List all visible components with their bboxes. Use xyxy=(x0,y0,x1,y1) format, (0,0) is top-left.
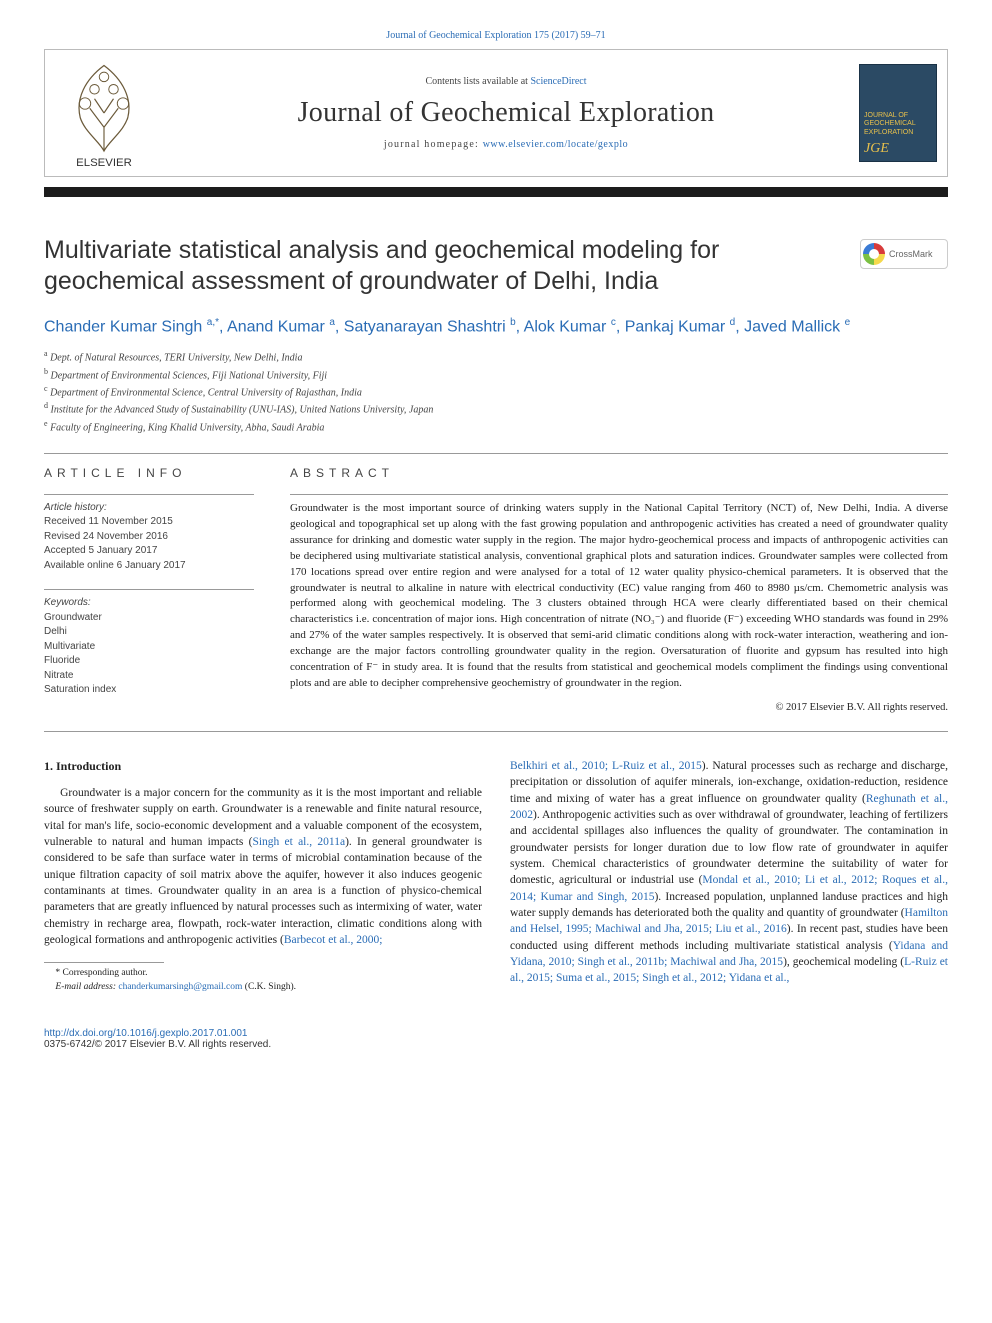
meta-row: article info Article history: Received 1… xyxy=(44,466,948,713)
keyword-item: Multivariate xyxy=(44,640,254,655)
journal-cover-inner: JOURNAL OF GEOCHEMICAL EXPLORATION JGE xyxy=(859,64,937,162)
elsevier-text: ELSEVIER xyxy=(76,157,132,169)
article-history: Article history: Received 11 November 20… xyxy=(44,494,254,574)
keywords-list: GroundwaterDelhiMultivariateFluorideNitr… xyxy=(44,611,254,698)
history-online: Available online 6 January 2017 xyxy=(44,559,254,574)
issn-rights: 0375-6742/© 2017 Elsevier B.V. All right… xyxy=(44,1039,948,1050)
keywords-block: Keywords: GroundwaterDelhiMultivariateFl… xyxy=(44,589,254,698)
homepage-label: journal homepage: xyxy=(384,139,483,150)
body-col-left: 1. Introduction Groundwater is a major c… xyxy=(44,758,482,994)
crossmark-badge[interactable]: CrossMark xyxy=(860,239,948,269)
history-label: Article history: xyxy=(44,501,254,516)
keyword-item: Saturation index xyxy=(44,683,254,698)
intro-paragraph-1: Groundwater is a major concern for the c… xyxy=(44,785,482,948)
abstract-column: abstract Groundwater is the most importa… xyxy=(290,466,948,713)
affiliations-block: a Dept. of Natural Resources, TERI Unive… xyxy=(44,348,948,435)
header-center: Contents lists available at ScienceDirec… xyxy=(163,50,849,176)
title-row: Multivariate statistical analysis and ge… xyxy=(44,235,948,298)
footnote-separator xyxy=(44,962,164,963)
journal-homepage-line: journal homepage: www.elsevier.com/locat… xyxy=(384,139,628,150)
journal-cover-abbr: JGE xyxy=(864,141,932,157)
elsevier-tree-icon: ELSEVIER xyxy=(51,56,157,170)
homepage-url-link[interactable]: www.elsevier.com/locate/gexplo xyxy=(483,139,628,150)
article-title: Multivariate statistical analysis and ge… xyxy=(44,235,840,298)
keyword-item: Groundwater xyxy=(44,611,254,626)
affiliation-item: d Institute for the Advanced Study of Su… xyxy=(44,400,948,417)
elsevier-logo: ELSEVIER xyxy=(45,50,163,176)
section-1-heading: 1. Introduction xyxy=(44,758,482,775)
page-root: Journal of Geochemical Exploration 175 (… xyxy=(0,0,992,1090)
doi-link[interactable]: http://dx.doi.org/10.1016/j.gexplo.2017.… xyxy=(44,1028,948,1039)
article-info-column: article info Article history: Received 1… xyxy=(44,466,254,713)
history-received: Received 11 November 2015 xyxy=(44,515,254,530)
history-accepted: Accepted 5 January 2017 xyxy=(44,544,254,559)
affiliation-item: b Department of Environmental Sciences, … xyxy=(44,366,948,383)
journal-header-box: ELSEVIER Contents lists available at Sci… xyxy=(44,49,948,177)
top-citation-link[interactable]: Journal of Geochemical Exploration 175 (… xyxy=(386,30,605,41)
keywords-label: Keywords: xyxy=(44,596,254,611)
cite-belkhiri-lruiz[interactable]: Belkhiri et al., 2010; L-Ruiz et al., 20… xyxy=(510,760,702,772)
affiliation-item: c Department of Environmental Science, C… xyxy=(44,383,948,400)
top-citation: Journal of Geochemical Exploration 175 (… xyxy=(44,30,948,49)
affiliation-item: e Faculty of Engineering, King Khalid Un… xyxy=(44,418,948,435)
cite-barbecot-2000[interactable]: Barbecot et al., 2000; xyxy=(284,934,383,946)
keyword-item: Delhi xyxy=(44,625,254,640)
corresponding-author-note: * Corresponding author. xyxy=(44,967,482,980)
abstract-text: Groundwater is the most important source… xyxy=(290,494,948,692)
meta-separator-bottom xyxy=(44,731,948,732)
black-divider-bar xyxy=(44,187,948,197)
authors-line: Chander Kumar Singh a,*, Anand Kumar a, … xyxy=(44,316,948,339)
journal-title: Journal of Geochemical Exploration xyxy=(298,97,715,129)
intro-paragraph-1-cont: Belkhiri et al., 2010; L-Ruiz et al., 20… xyxy=(510,758,948,987)
history-revised: Revised 24 November 2016 xyxy=(44,530,254,545)
email-footnote: E-mail address: chanderkumarsingh@gmail.… xyxy=(44,981,482,994)
body-columns: 1. Introduction Groundwater is a major c… xyxy=(44,758,948,994)
corresponding-email-link[interactable]: chanderkumarsingh@gmail.com xyxy=(118,982,242,992)
keyword-item: Nitrate xyxy=(44,669,254,684)
journal-cover-text: JOURNAL OF GEOCHEMICAL EXPLORATION xyxy=(864,112,932,137)
contents-list-line: Contents lists available at ScienceDirec… xyxy=(425,76,586,87)
abstract-label: abstract xyxy=(290,466,948,480)
article-info-label: article info xyxy=(44,466,254,480)
contents-prefix: Contents lists available at xyxy=(425,76,530,87)
cite-singh-2011a[interactable]: Singh et al., 2011a xyxy=(252,836,345,848)
crossmark-label: CrossMark xyxy=(889,249,933,259)
abstract-copyright: © 2017 Elsevier B.V. All rights reserved… xyxy=(290,702,948,713)
crossmark-icon xyxy=(863,243,885,265)
page-footer: http://dx.doi.org/10.1016/j.gexplo.2017.… xyxy=(44,1028,948,1050)
sciencedirect-link[interactable]: ScienceDirect xyxy=(530,76,586,87)
meta-separator-top xyxy=(44,453,948,454)
affiliation-item: a Dept. of Natural Resources, TERI Unive… xyxy=(44,348,948,365)
keyword-item: Fluoride xyxy=(44,654,254,669)
journal-cover-logo: JOURNAL OF GEOCHEMICAL EXPLORATION JGE xyxy=(849,50,947,176)
body-col-right: Belkhiri et al., 2010; L-Ruiz et al., 20… xyxy=(510,758,948,994)
